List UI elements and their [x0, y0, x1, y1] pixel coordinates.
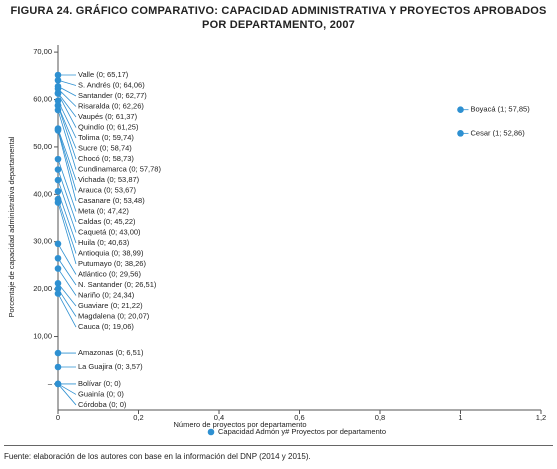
leader-line — [57, 130, 77, 202]
leader-line — [57, 129, 77, 191]
data-label: Vaupés (0; 61,37) — [78, 112, 138, 121]
x-axis-label: Número de proyectos por departamento — [174, 420, 307, 429]
x-tick-label: 0,6 — [294, 413, 304, 422]
leader-line — [57, 258, 77, 286]
chart: Porcentaje de capacidad administrativa d… — [7, 45, 546, 436]
leader-line — [57, 159, 77, 212]
x-tick-label: 0,4 — [214, 413, 224, 422]
leader-line — [57, 198, 77, 254]
data-label: Antioquia (0; 38,99) — [78, 248, 144, 257]
source-note: Fuente: elaboración de los autores con b… — [4, 452, 311, 461]
point — [457, 130, 464, 137]
y-tick-label: 60,00 — [33, 94, 52, 103]
point — [54, 254, 62, 262]
y-axis-label: Porcentaje de capacidad administrativa d… — [7, 136, 16, 317]
point — [54, 188, 62, 195]
leader-line — [57, 202, 77, 265]
leader-line — [57, 128, 77, 181]
x-tick-label: 0,8 — [375, 413, 385, 422]
x-tick-label: 0,2 — [133, 413, 143, 422]
data-label: Tolima (0; 59,74) — [78, 133, 134, 142]
data-label: Amazonas (0; 6,51) — [78, 348, 144, 357]
data-label: Nariño (0; 24,34) — [78, 290, 135, 299]
point — [54, 176, 62, 184]
divider — [4, 445, 553, 446]
data-label: La Guajira (0; 3,57) — [78, 362, 143, 371]
leader-line — [57, 100, 77, 139]
data-label: Arauca (0; 53,67) — [78, 185, 136, 194]
point — [54, 349, 62, 357]
y-tick-label: 40,00 — [33, 189, 52, 198]
y-tick-label: 20,00 — [33, 284, 52, 293]
legend-marker — [207, 428, 215, 436]
data-label: Guainía (0; 0) — [78, 389, 124, 398]
legend-label: Capacidad Admón y# Proyectos por departa… — [218, 427, 386, 436]
data-label: Córdoba (0; 0) — [78, 400, 127, 409]
point — [54, 240, 62, 248]
data-label: Vichada (0; 53,87) — [78, 175, 140, 184]
data-label: Guaviare (0; 21,22) — [78, 301, 143, 310]
point — [54, 290, 62, 297]
x-tick-label: 0 — [56, 413, 60, 422]
data-label: Atlántico (0; 29,56) — [78, 269, 141, 278]
data-label: Sucre (0; 58,74) — [78, 143, 132, 152]
point — [54, 106, 62, 114]
point — [457, 106, 464, 114]
data-label: Cundinamarca (0; 57,78) — [78, 164, 161, 173]
data-label: Bolívar (0; 0) — [78, 379, 121, 388]
leader-line — [57, 283, 77, 307]
point — [54, 280, 62, 287]
point — [54, 155, 62, 163]
point — [54, 199, 62, 206]
leader-line — [57, 179, 77, 233]
data-label: Cesar (1; 52,86) — [471, 128, 526, 137]
y-tick-label: 30,00 — [33, 237, 52, 246]
y-tick-label: 50,00 — [33, 142, 52, 151]
point — [54, 363, 62, 371]
data-label: N. Santander (0; 26,51) — [78, 280, 157, 289]
point — [54, 285, 62, 293]
point — [54, 76, 62, 84]
point — [54, 71, 62, 79]
leader-line — [57, 92, 77, 118]
leader-line — [57, 105, 77, 160]
data-label: Caldas (0; 45,22) — [78, 217, 136, 226]
chart-title: FIGURA 24. GRÁFICO COMPARATIVO: CAPACIDA… — [10, 5, 547, 31]
leader-line — [57, 268, 77, 296]
y-tick-label: 10,00 — [33, 332, 52, 341]
leader-line — [57, 93, 77, 128]
data-label: Santander (0; 62,77) — [78, 91, 147, 100]
data-label: Cauca (0; 19,06) — [78, 322, 134, 331]
x-tick-label: 1,2 — [536, 413, 546, 422]
point — [54, 265, 62, 272]
y-tick-label: – — [48, 379, 53, 388]
data-label: Risaralda (0; 62,26) — [78, 101, 144, 110]
leader-line — [57, 169, 77, 223]
leader-line — [57, 105, 77, 149]
leader-line — [57, 383, 77, 406]
data-label: Huila (0; 40,63) — [78, 238, 130, 247]
data-label: Casanare (0; 53,48) — [78, 196, 145, 205]
point — [54, 90, 62, 97]
data-label: S. Andrés (0; 64,06) — [78, 80, 145, 89]
data-label: Meta (0; 47,42) — [78, 206, 129, 215]
point — [54, 97, 62, 105]
data-label: Magdalena (0; 20,07) — [78, 311, 150, 320]
point — [54, 127, 62, 134]
leader-line — [57, 383, 77, 395]
data-label: Boyacá (1; 57,85) — [471, 105, 531, 114]
data-label: Chocó (0; 58,73) — [78, 154, 134, 163]
point — [54, 166, 62, 173]
x-tick-label: 1 — [458, 413, 462, 422]
leader-line — [57, 109, 77, 170]
data-label: Caquetá (0; 43,00) — [78, 227, 141, 236]
leader-line — [57, 243, 77, 275]
point — [54, 380, 62, 388]
data-label: Valle (0; 65,17) — [78, 70, 129, 79]
leader-line — [57, 293, 77, 328]
y-tick-label: 70,00 — [33, 47, 52, 56]
data-label: Putumayo (0; 38,26) — [78, 259, 146, 268]
data-label: Quindío (0; 61,25) — [78, 122, 139, 131]
